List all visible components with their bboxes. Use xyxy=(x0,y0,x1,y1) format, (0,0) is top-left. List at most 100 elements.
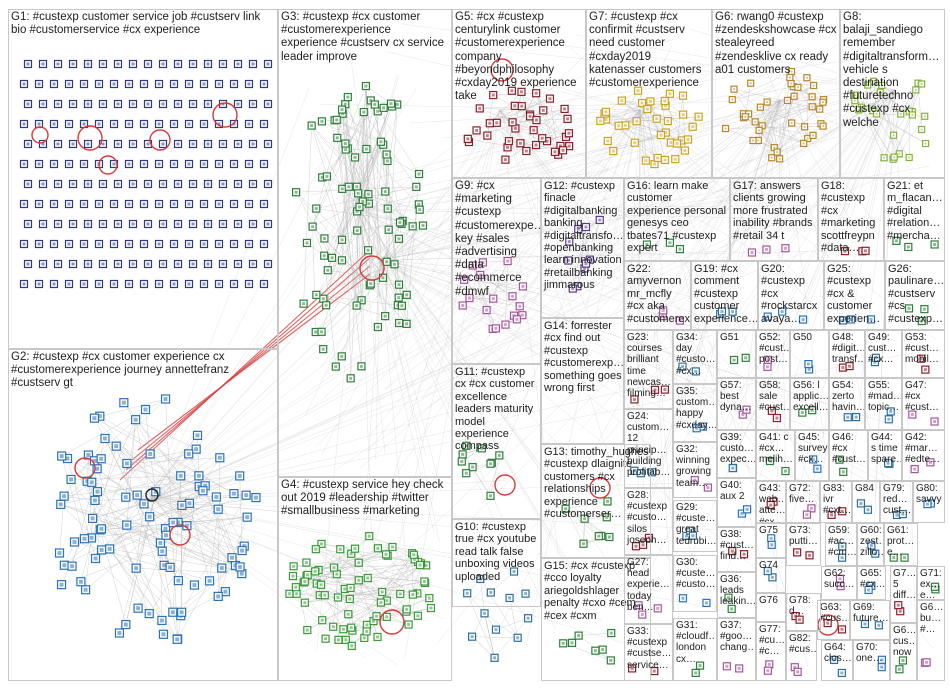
node-avatar xyxy=(223,589,228,594)
group-label: G7: #custexp #cx confirmit #custserv nee… xyxy=(589,11,702,90)
group-box-g4: G4: #custexp service hey check out 2019 … xyxy=(278,477,452,681)
node-avatar xyxy=(366,248,370,252)
cross-group-edge xyxy=(379,84,775,261)
node-avatar xyxy=(86,222,90,226)
group-box-g25: G25: #custexp #cx & customer experien… xyxy=(824,261,885,330)
node-avatar xyxy=(355,185,359,189)
node-avatar xyxy=(97,82,101,86)
node-avatar xyxy=(117,631,122,636)
cross-group-edge xyxy=(379,259,602,544)
node-avatar xyxy=(359,364,363,368)
cross-group-edge xyxy=(360,259,381,596)
node-avatar xyxy=(405,322,409,326)
node-avatar xyxy=(161,632,166,637)
group-box-g57: G57: best dyna… xyxy=(717,378,756,430)
cross-group-edge xyxy=(499,109,815,563)
node-avatar xyxy=(52,122,56,126)
cross-group-edge xyxy=(494,99,781,432)
group-box-g78: G78: d… xyxy=(786,593,821,631)
cross-group-edge xyxy=(149,304,637,501)
edge xyxy=(334,120,419,205)
node-avatar xyxy=(124,461,129,466)
node-avatar xyxy=(127,122,131,126)
node-avatar xyxy=(238,564,243,569)
node-avatar xyxy=(142,282,146,286)
edge xyxy=(64,448,197,566)
edge xyxy=(357,86,367,194)
group-label: G76 xyxy=(759,595,778,606)
node-avatar xyxy=(187,242,191,246)
edge xyxy=(365,85,392,104)
node-avatar xyxy=(22,202,26,206)
node-avatar xyxy=(148,451,153,456)
cross-group-edge xyxy=(368,109,641,437)
node-avatar xyxy=(262,162,266,166)
group-box-g70: G70: one… xyxy=(853,640,890,681)
edge xyxy=(326,149,346,177)
cross-group-edge xyxy=(379,259,572,567)
node-avatar xyxy=(179,610,184,615)
group-box-g63: G63: #cus… xyxy=(817,600,850,640)
node-avatar xyxy=(217,455,222,460)
node-avatar xyxy=(67,282,71,286)
edge xyxy=(176,580,210,640)
node-avatar xyxy=(133,417,138,422)
group-label: G50 xyxy=(793,332,812,343)
node-avatar xyxy=(320,330,324,334)
group-box-g24: G24: custom… 12 princip… building profit… xyxy=(624,409,673,488)
group-box-g43: G43: web… atte… #cx… xyxy=(756,481,786,523)
edge xyxy=(347,96,369,195)
node-avatar xyxy=(343,142,347,146)
node-avatar xyxy=(192,583,197,588)
node-avatar xyxy=(266,102,270,106)
node-avatar xyxy=(320,175,324,179)
group-box-g47: G47: #cx #cust… xyxy=(902,378,945,430)
cross-group-edge xyxy=(359,209,463,405)
node-avatar xyxy=(200,488,205,493)
group-label: G25: #custexp #cx & customer experien… xyxy=(827,263,881,325)
node-avatar xyxy=(262,82,266,86)
node-avatar xyxy=(251,182,255,186)
node-avatar xyxy=(236,142,240,146)
node-avatar xyxy=(59,454,64,459)
node-avatar xyxy=(221,222,225,226)
cross-group-edge xyxy=(359,209,602,622)
group-box-g79: G79: red… cust… xyxy=(880,481,913,523)
node-avatar xyxy=(385,260,389,264)
node-avatar xyxy=(232,162,236,166)
edge xyxy=(311,125,413,227)
group-box-g40: G40: aux 2 xyxy=(717,478,756,527)
node-avatar xyxy=(179,503,184,508)
node-avatar xyxy=(305,241,309,245)
cross-group-edge xyxy=(359,209,536,618)
group-label: G71: ex… e… xyxy=(920,568,942,600)
node-avatar xyxy=(251,262,255,266)
self-loop xyxy=(74,457,96,479)
group-label: G11: #custexp cx #cx customer excellence… xyxy=(455,366,535,453)
node-avatar xyxy=(71,62,75,66)
node-avatar xyxy=(221,182,225,186)
node-avatar xyxy=(216,507,221,512)
edge xyxy=(337,137,343,189)
node-avatar xyxy=(56,222,60,226)
node-avatar xyxy=(52,202,56,206)
group-label: G83: ivr #cxt… xyxy=(823,483,852,517)
node-avatar xyxy=(58,502,63,507)
cross-group-edge xyxy=(405,89,896,411)
group-box-g12: G12: #custexp finacle #digitalbanking ba… xyxy=(541,178,624,318)
node-avatar xyxy=(266,142,270,146)
edge xyxy=(348,144,384,187)
group-box-g64: G64: clos… xyxy=(821,640,853,681)
node-avatar xyxy=(340,187,344,191)
edge xyxy=(91,482,243,551)
node-avatar xyxy=(161,222,165,226)
edge xyxy=(289,593,413,595)
cross-group-edge xyxy=(379,136,840,261)
node-avatar xyxy=(37,122,41,126)
node-avatar xyxy=(397,296,401,300)
group-box-g22: G22: amyvernon mr_mcfly #cx aka #custome… xyxy=(624,261,691,330)
cross-group-edge xyxy=(354,109,501,612)
cross-group-edge xyxy=(499,109,559,554)
node-avatar xyxy=(176,102,180,106)
group-box-g31: G31: #cloudf… london cx… xyxy=(673,618,717,681)
